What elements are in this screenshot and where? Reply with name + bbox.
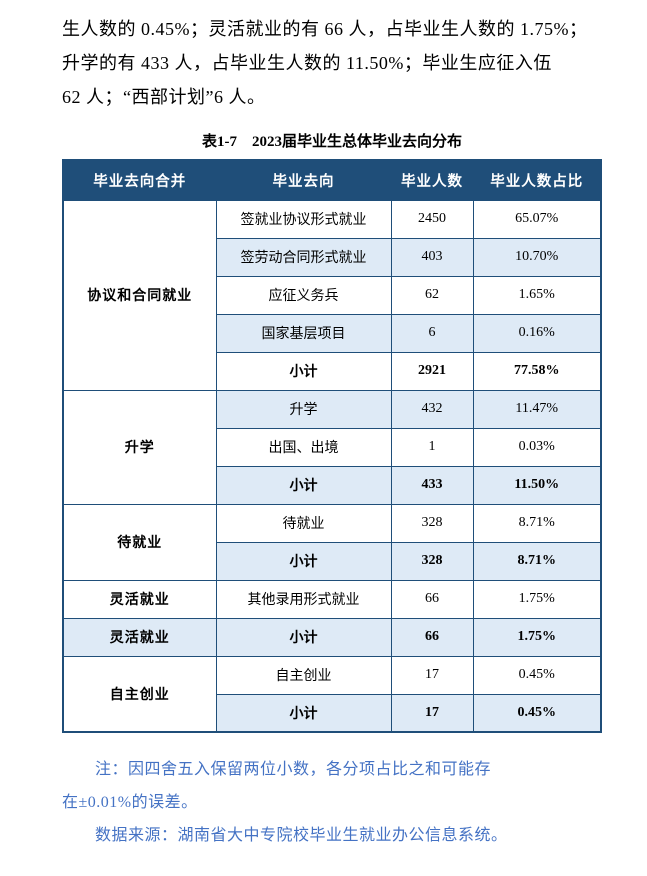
table-title: 表1-7 2023届毕业生总体毕业去向分布: [202, 134, 462, 150]
destination-cell: 升学: [215, 389, 392, 429]
table-row: 灵活就业 其他录用形式就业 66 1.75%: [62, 579, 602, 619]
table-row: 协议和合同就业 签就业协议形式就业 2450 65.07%: [62, 199, 602, 391]
percent-cell: 10.70%: [472, 237, 602, 277]
group-label-cell: 自主创业: [62, 655, 217, 733]
percent-cell: 1.75%: [472, 617, 602, 657]
percent-cell: 65.07%: [472, 199, 602, 239]
count-cell: 62: [390, 275, 474, 315]
table-row: 自主创业 自主创业 17 0.45%: [62, 655, 602, 733]
percent-cell: 0.45%: [472, 693, 602, 733]
header-count-column: 毕业人数: [390, 159, 474, 201]
group-label-cell: 协议和合同就业: [62, 199, 217, 391]
destination-cell: 签就业协议形式就业: [215, 199, 392, 239]
paragraph-line: 62 人；“西部计划”6 人。: [62, 87, 266, 107]
paragraph-line: 生人数的 0.45%；灵活就业的有 66 人，占毕业生人数的 1.75%；: [62, 19, 588, 39]
header-percent-column: 毕业人数占比: [472, 159, 602, 201]
destination-cell: 签劳动合同形式就业: [215, 237, 392, 277]
table-row: 应征义务兵 62 1.65%: [63, 275, 602, 315]
group-label-cell: 升学: [62, 389, 217, 505]
percent-cell: 0.03%: [472, 427, 602, 467]
count-cell: 6: [390, 313, 474, 353]
destination-cell: 出国、出境: [215, 427, 392, 467]
count-cell: 66: [390, 579, 474, 619]
count-cell: 328: [390, 541, 474, 581]
destination-cell: 应征义务兵: [215, 275, 392, 315]
destination-cell: 小计: [215, 541, 392, 581]
destination-cell: 国家基层项目: [215, 313, 392, 353]
destination-cell: 小计: [215, 351, 392, 391]
table-row-subtotal: 小计 328 8.71%: [63, 541, 602, 581]
count-cell: 1: [390, 427, 474, 467]
table-row-subtotal: 小计 433 11.50%: [63, 465, 602, 505]
destination-cell: 小计: [215, 693, 392, 733]
destination-table: 毕业去向合并 毕业去向 毕业人数 毕业人数占比 协议和合同就业 签就业协议形式就业…: [62, 159, 602, 733]
table-body: 协议和合同就业 签就业协议形式就业 2450 65.07% 签劳动合同形式就业 403 10…: [62, 199, 602, 733]
count-cell: 432: [390, 389, 474, 429]
destination-cell: 小计: [215, 617, 392, 657]
group-label-cell: 灵活就业: [62, 579, 217, 619]
count-cell: 17: [390, 693, 474, 733]
group-label-cell: 待就业: [62, 503, 217, 581]
table-row: 待就业 待就业 328 8.71%: [62, 503, 602, 581]
destination-cell: 自主创业: [215, 655, 392, 695]
count-cell: 328: [390, 503, 474, 543]
document-page: 生人数的 0.45%；灵活就业的有 66 人，占毕业生人数的 1.75%； 升学的…: [62, 12, 602, 852]
count-cell: 2450: [390, 199, 474, 239]
destination-cell: 小计: [215, 465, 392, 505]
table-header-row: 毕业去向合并 毕业去向 毕业人数 毕业人数占比: [62, 159, 602, 201]
intro-paragraph: 生人数的 0.45%；灵活就业的有 66 人，占毕业生人数的 1.75%； 升学的…: [62, 12, 602, 114]
header-group-column: 毕业去向合并: [62, 159, 217, 201]
percent-cell: 1.65%: [472, 275, 602, 315]
header-destination-column: 毕业去向: [215, 159, 392, 201]
count-cell: 17: [390, 655, 474, 695]
data-source-line: 数据来源：湖南省大中专院校毕业生就业办公信息系统。: [95, 827, 508, 844]
note-line: 注：因四舍五入保留两位小数，各分项占比之和可能存: [95, 761, 492, 778]
note-line: 在±0.01%的误差。: [62, 794, 198, 811]
destination-cell: 其他录用形式就业: [215, 579, 392, 619]
percent-cell: 0.45%: [472, 655, 602, 695]
percent-cell: 11.50%: [472, 465, 602, 505]
count-cell: 403: [390, 237, 474, 277]
count-cell: 2921: [390, 351, 474, 391]
paragraph-line: 升学的有 433 人，占毕业生人数的 11.50%；毕业生应征入伍: [62, 53, 552, 73]
destination-cell: 待就业: [215, 503, 392, 543]
notes: 注：因四舍五入保留两位小数，各分项占比之和可能存在±0.01%的误差。数据来源：…: [62, 753, 602, 852]
count-cell: 433: [390, 465, 474, 505]
percent-cell: 8.71%: [472, 541, 602, 581]
count-cell: 66: [390, 617, 474, 657]
table-row-subtotal: 灵活就业 小计 66 1.75%: [62, 617, 602, 657]
table-row: 签劳动合同形式就业 403 10.70%: [63, 237, 602, 277]
table-row-subtotal: 小计 17 0.45%: [63, 693, 602, 733]
table-row: 升学 升学 432 11.47%: [62, 389, 602, 505]
percent-cell: 8.71%: [472, 503, 602, 543]
percent-cell: 1.75%: [472, 579, 602, 619]
percent-cell: 0.16%: [472, 313, 602, 353]
percent-cell: 11.47%: [472, 389, 602, 429]
group-label-cell: 灵活就业: [62, 617, 217, 657]
percent-cell: 77.58%: [472, 351, 602, 391]
